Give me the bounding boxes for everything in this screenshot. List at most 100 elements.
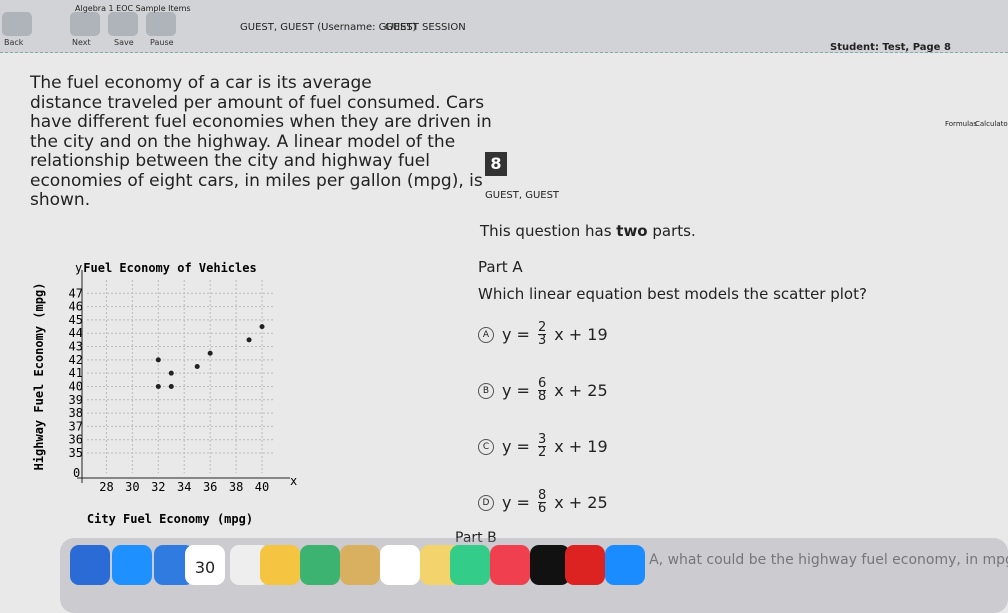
denominator: 8	[537, 389, 547, 404]
x-axis-label: City Fuel Economy (mpg)	[87, 512, 253, 526]
passage-line: economies of eight cars, in miles per ga…	[30, 170, 483, 191]
option-letter: B	[478, 382, 494, 399]
data-point	[168, 370, 174, 376]
intro-text: parts.	[647, 222, 696, 240]
y-tick-label: 41	[69, 366, 83, 380]
data-point	[259, 324, 265, 330]
intro-bold: two	[616, 222, 648, 240]
app-icon[interactable]	[340, 545, 380, 585]
app-icon[interactable]	[300, 545, 340, 585]
chart-title: Fuel Economy of Vehicles	[83, 261, 256, 275]
numerator: 6	[537, 376, 547, 391]
scatter-chart: Fuel Economy of Vehicles 28 30 32 34 36 38 40 35…	[32, 261, 297, 526]
passage-line: relationship between the city and highwa…	[30, 151, 430, 171]
x-tick-label: 30	[125, 480, 139, 494]
y-tick-label: 36	[69, 433, 83, 447]
part-a: Part A	[478, 258, 523, 276]
equation-suffix: x + 25	[554, 381, 608, 400]
save-button[interactable]	[108, 12, 138, 36]
app-icon[interactable]	[530, 545, 570, 585]
x-tick-label: 36	[203, 480, 217, 494]
option-letter: C	[478, 438, 494, 455]
denominator: 3	[537, 333, 547, 348]
y-tick-label: 46	[69, 300, 83, 314]
intro-text: This question has	[480, 222, 617, 240]
question-number: 8	[485, 152, 507, 176]
y-tick-label: 45	[69, 313, 83, 327]
x-tick-label: 28	[99, 480, 113, 494]
y-tick-label: 44	[69, 326, 83, 340]
y-tick-label: 38	[69, 406, 83, 420]
passage-line: The fuel economy of a car is its average	[30, 73, 372, 93]
button-label: Next	[72, 38, 91, 47]
y-tick-label: 35	[69, 446, 83, 460]
data-point	[168, 383, 174, 389]
app-icon[interactable]	[112, 545, 152, 585]
passage-line: shown.	[30, 190, 91, 210]
equation-prefix: y =	[502, 493, 530, 512]
app-icon[interactable]	[260, 545, 300, 585]
data-point	[155, 357, 161, 363]
equation-prefix: y =	[502, 381, 530, 400]
y-tick-label: 40	[69, 379, 83, 393]
prompt: Which linear equation best models the sc…	[478, 285, 867, 303]
app-icon[interactable]	[380, 545, 420, 585]
x-tick-label: 40	[255, 480, 269, 494]
y-axis-label: Highway Fuel Economy (mpg)	[32, 283, 46, 471]
origin-label: 0	[73, 466, 80, 480]
intro: This question has two parts.	[480, 222, 696, 240]
equation-prefix: y =	[502, 325, 530, 344]
y-tick-label: 47	[69, 286, 83, 300]
button-label: Pause	[150, 38, 174, 47]
back-button[interactable]	[2, 12, 32, 36]
option-letter: A	[478, 326, 494, 343]
user-name: GUEST, GUEST (Username: GUEST)	[240, 22, 417, 33]
denominator: 6	[537, 501, 547, 516]
tool-label[interactable]: Formulas	[945, 120, 977, 128]
next-button[interactable]	[70, 12, 100, 36]
x-tick-label: 32	[151, 480, 165, 494]
y-tick-label: 39	[69, 393, 83, 407]
tool-label[interactable]: Calculator	[975, 120, 1008, 128]
app-icon[interactable]	[490, 545, 530, 585]
app-icon[interactable]	[70, 545, 110, 585]
option-letter: D	[478, 494, 494, 511]
session: GUEST SESSION	[385, 22, 466, 33]
numerator: 2	[537, 320, 547, 335]
button-label: Back	[4, 38, 24, 47]
x-tick-label: 34	[177, 480, 191, 494]
passage: The fuel economy of a car is its average…	[30, 73, 492, 211]
equation-suffix: x + 19	[554, 437, 608, 456]
app-icon[interactable]	[605, 545, 645, 585]
y-tick-label: 42	[69, 353, 83, 367]
student-info: Student: Test, Page 8	[830, 42, 951, 53]
app-icon[interactable]	[450, 545, 490, 585]
button-label: Save	[114, 38, 134, 47]
data-point	[207, 350, 213, 356]
numerator: 8	[537, 488, 547, 503]
y-tick-label: 37	[69, 419, 83, 433]
calendar-icon[interactable]: 30	[185, 545, 225, 585]
passage-line: have different fuel economies when they …	[30, 112, 492, 132]
app-icon[interactable]	[565, 545, 605, 585]
passage-line: distance traveled per amount of fuel con…	[30, 92, 485, 113]
equation-suffix: x + 25	[554, 493, 608, 512]
question-user: GUEST, GUEST	[485, 190, 560, 201]
data-point	[194, 364, 200, 370]
equation-prefix: y =	[502, 437, 530, 456]
x-axis-letter: x	[290, 474, 297, 488]
breadcrumb: Algebra 1 EOC Sample Items	[75, 4, 191, 13]
data-point	[155, 383, 161, 389]
pause-button[interactable]	[146, 12, 176, 36]
x-tick-label: 38	[229, 480, 243, 494]
part-b: Part B	[455, 530, 497, 546]
y-tick-label: 43	[69, 340, 83, 354]
